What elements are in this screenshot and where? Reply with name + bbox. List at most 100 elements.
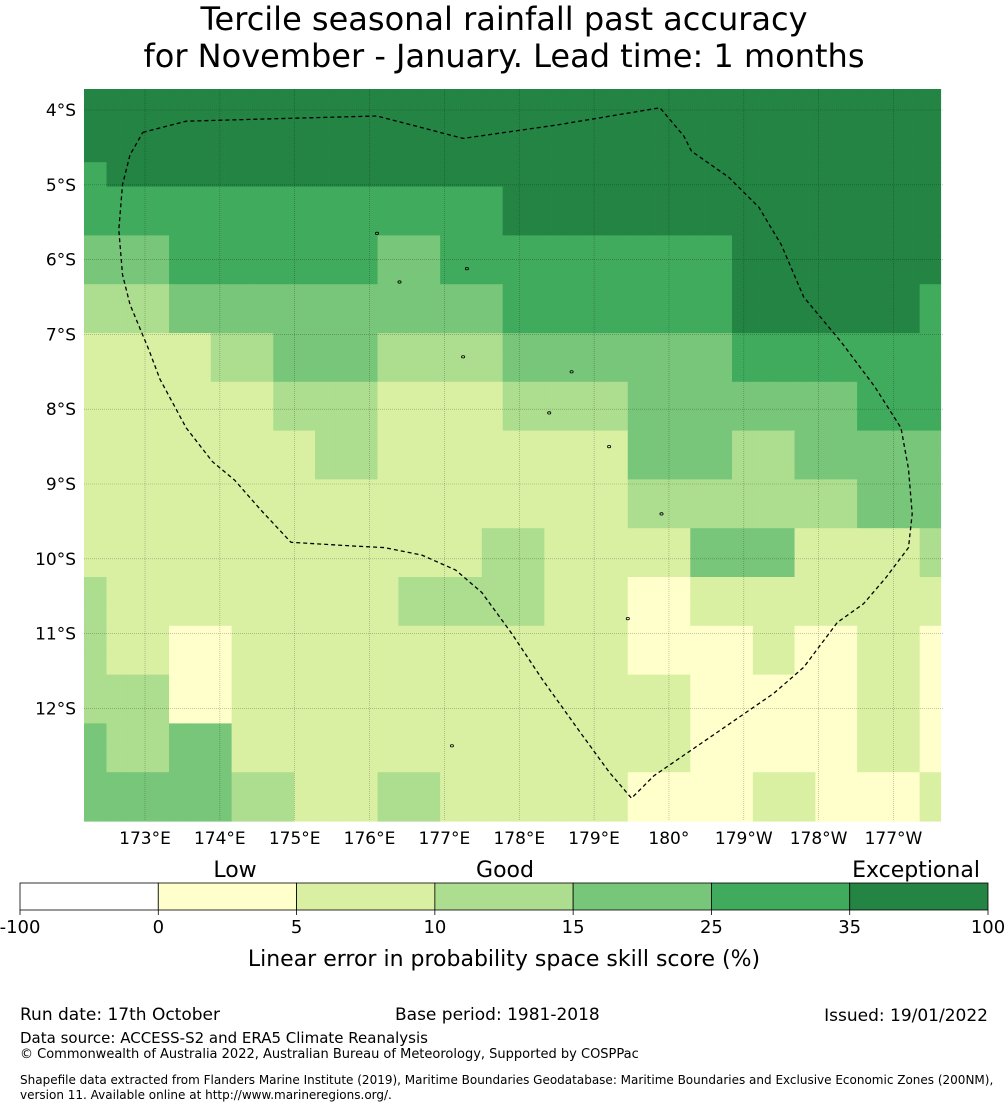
heatmap-cell <box>460 89 483 114</box>
heatmap-cell <box>84 699 108 724</box>
heatmap-cell <box>481 796 504 822</box>
heatmap-cell <box>169 430 191 456</box>
heatmap-cell <box>627 674 650 700</box>
heatmap-cell <box>857 89 879 114</box>
heatmap-cell <box>148 259 170 285</box>
heatmap-cell <box>335 528 358 554</box>
heatmap-cell <box>857 577 879 602</box>
heatmap-cell <box>169 747 191 773</box>
heatmap-cell <box>627 89 650 114</box>
heatmap-cell <box>106 430 128 456</box>
heatmap-cell <box>106 333 128 358</box>
heatmap-cell <box>815 601 837 627</box>
heatmap-cell <box>836 162 858 188</box>
heatmap-cell <box>752 211 775 236</box>
heatmap-cell <box>252 89 274 114</box>
heatmap-cell <box>231 699 254 724</box>
heatmap-cell <box>356 552 379 578</box>
x-tick-label: 177°W <box>865 829 923 849</box>
heatmap-cell <box>502 430 525 456</box>
chart-title-line1: Tercile seasonal rainfall past accuracy <box>200 0 808 38</box>
island-outlines <box>374 231 664 748</box>
heatmap-cell <box>794 137 816 163</box>
heatmap-cell <box>502 552 525 578</box>
heatmap-cell <box>419 284 441 310</box>
heatmap-cell <box>84 479 108 505</box>
heatmap-cell <box>523 186 545 212</box>
heatmap-cell <box>627 357 650 383</box>
heatmap-cell <box>898 113 921 139</box>
heatmap-cell <box>732 89 754 114</box>
heatmap-cell <box>690 625 712 651</box>
heatmap-cell <box>273 503 295 529</box>
heatmap-cell <box>794 625 816 651</box>
heatmap-cell <box>752 747 775 773</box>
heatmap-cell <box>440 503 462 529</box>
heatmap-cell <box>877 625 900 651</box>
heatmap-cell <box>919 674 942 700</box>
heatmap-cell <box>189 357 212 383</box>
heatmap-cell <box>919 699 942 724</box>
heatmap-cell <box>669 308 691 334</box>
heatmap-cell <box>523 674 545 700</box>
heatmap-cell <box>127 601 149 627</box>
heatmap-cell <box>398 333 420 358</box>
heatmap-cell <box>732 601 754 627</box>
heatmap-cell <box>148 552 170 578</box>
heatmap-cell <box>565 772 587 798</box>
heatmap-cell <box>669 650 691 676</box>
heatmap-cell <box>773 796 796 822</box>
heatmap-cell <box>356 259 379 285</box>
heatmap-cell <box>189 650 212 676</box>
heatmap-cell <box>690 552 712 578</box>
heatmap-cell <box>857 772 879 798</box>
heatmap-cell <box>189 284 212 310</box>
heatmap-cell <box>377 162 399 188</box>
heatmap-cell <box>356 89 379 114</box>
heatmap-cell <box>460 552 483 578</box>
heatmap-cell <box>440 601 462 627</box>
heatmap-cell <box>606 479 629 505</box>
heatmap-cell <box>231 89 254 114</box>
heatmap-cell <box>210 235 233 261</box>
heatmap-cell <box>523 162 545 188</box>
heatmap-cell <box>356 772 379 798</box>
heatmap-cell <box>836 89 858 114</box>
heatmap-cell <box>627 772 650 798</box>
heatmap-cell <box>440 406 462 432</box>
heatmap-cell <box>294 381 316 407</box>
heatmap-cell <box>752 333 775 358</box>
heatmap-cell <box>732 796 754 822</box>
heatmap-cell <box>127 479 149 505</box>
heatmap-cell <box>419 650 441 676</box>
heatmap-cell <box>586 552 608 578</box>
heatmap-cell <box>481 89 504 114</box>
heatmap-cell <box>732 235 754 261</box>
heatmap-cell <box>148 186 170 212</box>
heatmap-cell <box>252 235 274 261</box>
heatmap-cell <box>169 601 191 627</box>
heatmap-cell <box>523 235 545 261</box>
heatmap-cell <box>544 89 566 114</box>
heatmap-cell <box>815 357 837 383</box>
heatmap-cell <box>231 113 254 139</box>
heatmap-cell <box>106 235 128 261</box>
heatmap-cell <box>502 381 525 407</box>
heatmap-cell <box>315 625 337 651</box>
heatmap-cell <box>335 113 358 139</box>
heatmap-cell <box>606 650 629 676</box>
heatmap-cell <box>857 552 879 578</box>
heatmap-cell <box>127 89 149 114</box>
heatmap-cell <box>857 113 879 139</box>
heatmap-cell <box>315 211 337 236</box>
heatmap-cell <box>857 162 879 188</box>
heatmap-cell <box>752 772 775 798</box>
heatmap-cell <box>565 430 587 456</box>
heatmap-cell <box>773 162 796 188</box>
heatmap-cell <box>648 796 671 822</box>
heatmap-cell <box>169 113 191 139</box>
heatmap-cell <box>460 528 483 554</box>
graticule <box>84 89 944 821</box>
heatmap-cell <box>690 455 712 480</box>
heatmap-cell <box>335 723 358 749</box>
